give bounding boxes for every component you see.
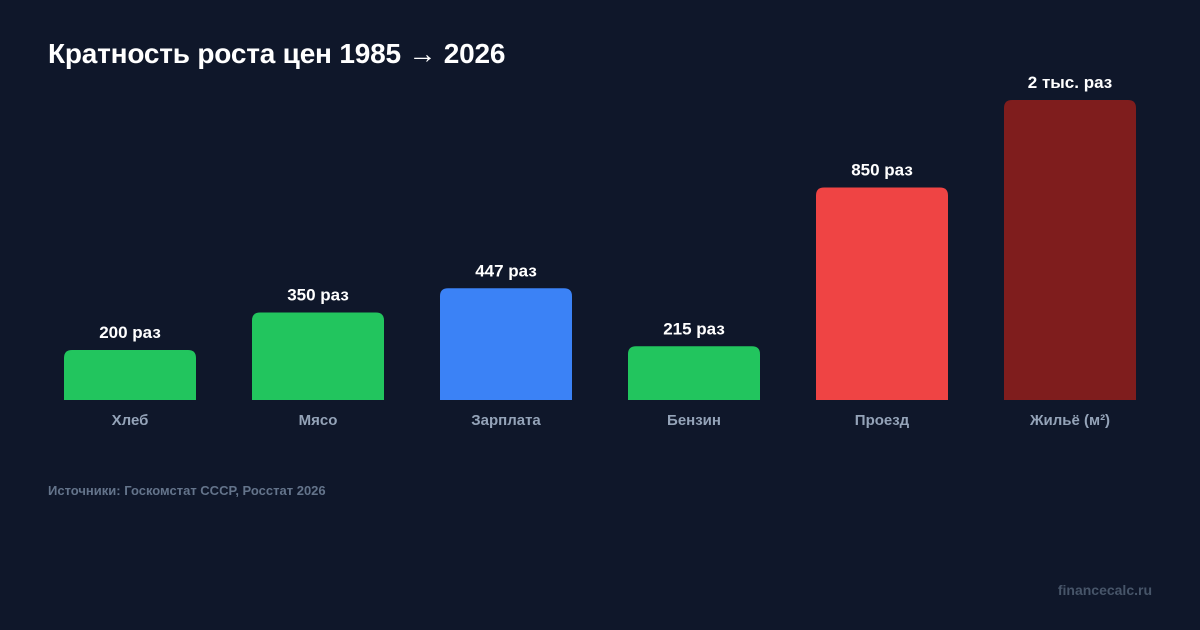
value-label-5: 2 тыс. раз	[1028, 73, 1112, 92]
category-label-0: Хлеб	[112, 412, 149, 429]
bar-4	[816, 187, 948, 400]
category-label-2: Зарплата	[471, 412, 541, 429]
source-note: Источники: Госкомстат СССР, Росстат 2026	[48, 483, 326, 498]
value-label-1: 350 раз	[287, 286, 349, 305]
bar-3	[628, 346, 760, 400]
bar-0	[64, 350, 196, 400]
value-label-0: 200 раз	[99, 323, 161, 342]
bar-1	[252, 312, 384, 400]
category-label-3: Бензин	[667, 412, 721, 429]
brand-watermark: financecalc.ru	[1057, 582, 1152, 598]
category-label-5: Жильё (м²)	[1029, 412, 1110, 429]
category-label-4: Проезд	[855, 412, 910, 429]
bar-2	[440, 288, 572, 400]
value-label-3: 215 раз	[663, 319, 725, 338]
chart-title: Кратность роста цен 1985 → 2026	[48, 38, 506, 69]
value-label-4: 850 раз	[851, 161, 913, 180]
bar-5	[1004, 100, 1136, 400]
category-label-1: Мясо	[299, 412, 338, 429]
value-label-2: 447 раз	[475, 261, 537, 280]
